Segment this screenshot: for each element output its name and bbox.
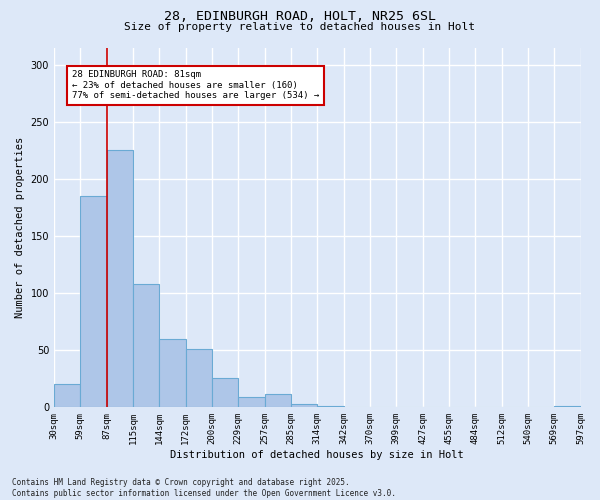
Bar bbox=[185, 349, 212, 408]
Bar bbox=[317, 406, 344, 407]
Bar bbox=[238, 397, 265, 407]
Bar bbox=[54, 384, 80, 407]
Bar bbox=[265, 394, 291, 407]
Bar bbox=[291, 404, 317, 407]
Bar bbox=[554, 406, 581, 407]
Text: Contains HM Land Registry data © Crown copyright and database right 2025.
Contai: Contains HM Land Registry data © Crown c… bbox=[12, 478, 396, 498]
Bar bbox=[212, 378, 238, 408]
Bar bbox=[133, 284, 160, 408]
X-axis label: Distribution of detached houses by size in Holt: Distribution of detached houses by size … bbox=[170, 450, 464, 460]
Bar bbox=[107, 150, 133, 408]
Text: 28, EDINBURGH ROAD, HOLT, NR25 6SL: 28, EDINBURGH ROAD, HOLT, NR25 6SL bbox=[164, 10, 436, 23]
Text: Size of property relative to detached houses in Holt: Size of property relative to detached ho… bbox=[125, 22, 476, 32]
Bar bbox=[80, 196, 107, 408]
Bar bbox=[160, 339, 185, 407]
Y-axis label: Number of detached properties: Number of detached properties bbox=[15, 137, 25, 318]
Text: 28 EDINBURGH ROAD: 81sqm
← 23% of detached houses are smaller (160)
77% of semi-: 28 EDINBURGH ROAD: 81sqm ← 23% of detach… bbox=[72, 70, 319, 100]
